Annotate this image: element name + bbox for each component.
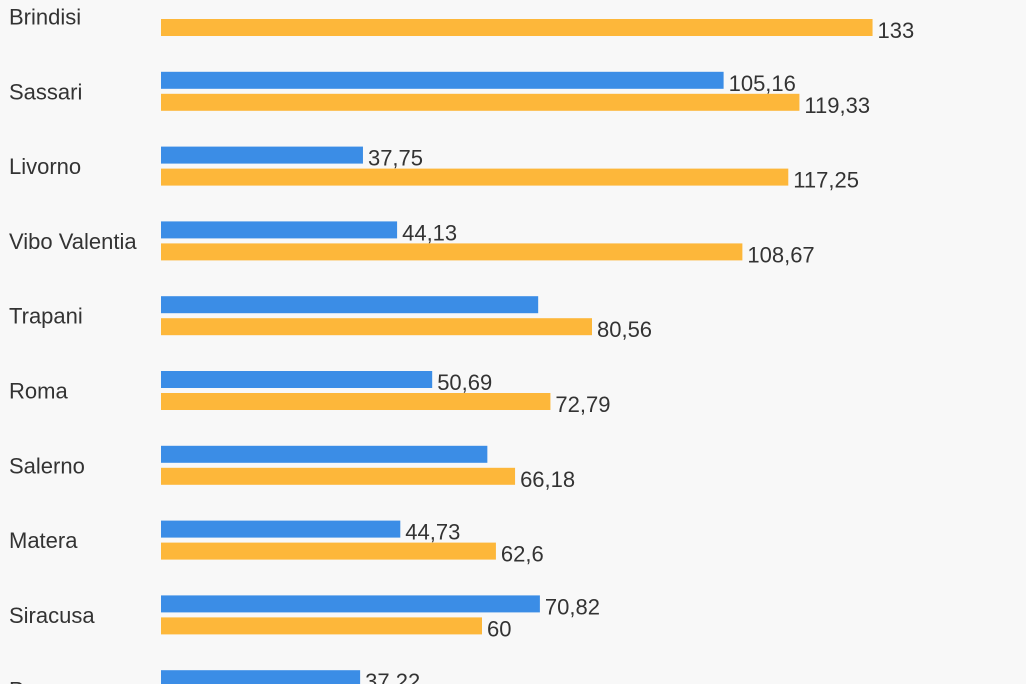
bar-orange <box>161 617 482 635</box>
bar-orange <box>161 467 516 485</box>
bar-orange <box>161 542 496 560</box>
bar-orange <box>161 243 743 261</box>
category-label: Siracusa <box>9 603 95 628</box>
bar-blue <box>161 146 363 164</box>
category-label: Trapani <box>9 304 83 329</box>
bar-blue <box>161 445 488 463</box>
bar-orange <box>161 19 873 36</box>
category-label: Salerno <box>9 453 85 478</box>
bar-orange <box>161 318 592 336</box>
value-label: 108,67 <box>747 242 814 267</box>
bar-blue <box>161 296 539 314</box>
value-label: 70,82 <box>545 594 600 619</box>
value-label: 80,56 <box>597 317 652 342</box>
category-label: Livorno <box>9 154 81 179</box>
value-label: 37,75 <box>368 146 423 171</box>
value-label: 37,22 <box>365 669 420 684</box>
bar-blue <box>161 371 433 388</box>
bar-orange <box>161 393 551 410</box>
value-label: 60 <box>487 616 511 641</box>
bar-blue <box>161 670 361 684</box>
value-label: 62,6 <box>501 542 544 567</box>
value-label: 119,33 <box>804 93 870 118</box>
bar-blue <box>161 71 724 89</box>
bar-orange <box>161 93 800 111</box>
value-label: 72,79 <box>555 392 610 417</box>
category-label: Vibo Valentia <box>9 229 137 254</box>
value-label: 44,73 <box>405 520 460 545</box>
bar-blue <box>161 595 540 613</box>
category-label: Matera <box>9 528 78 553</box>
category-label: Brindisi <box>9 5 81 30</box>
value-label: 50,69 <box>437 370 492 395</box>
category-label: Roma <box>9 379 68 404</box>
bar-orange <box>161 168 789 186</box>
value-label: 133 <box>878 18 915 43</box>
bar-blue <box>161 221 398 239</box>
value-label: 44,13 <box>402 220 457 245</box>
category-label: Sassari <box>9 79 82 104</box>
value-label: 66,18 <box>520 467 575 492</box>
bar-blue <box>161 520 401 538</box>
value-label: 105,16 <box>729 71 796 96</box>
value-label: 117,25 <box>793 168 859 193</box>
category-label: Pescara <box>9 678 90 684</box>
